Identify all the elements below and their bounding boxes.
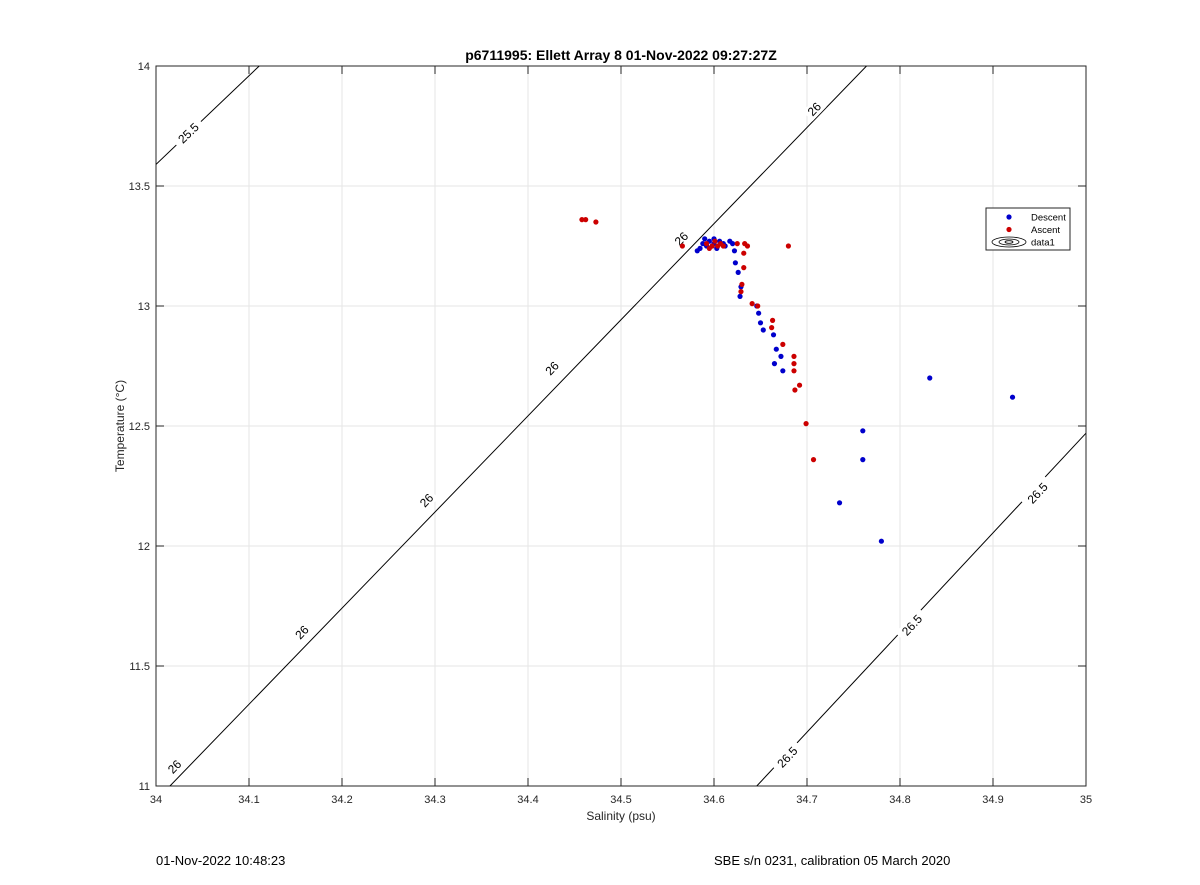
isopycnal-label-bg <box>540 356 565 381</box>
y-tick-label: 11 <box>139 781 150 793</box>
isopycnal-label-bg <box>414 488 439 513</box>
isopycnal-label-bg <box>162 754 187 779</box>
data-point-ascent <box>739 281 745 287</box>
data-point-ascent <box>749 301 755 307</box>
chart-title: p6711995: Ellett Array 8 01-Nov-2022 09:… <box>465 47 777 63</box>
isopycnal-label-bg <box>171 116 206 150</box>
x-tick-label: 34.7 <box>796 794 817 806</box>
data-point-ascent <box>738 289 744 295</box>
data-point-descent <box>771 361 778 367</box>
data-point-descent <box>730 241 736 247</box>
data-point-ascent <box>709 243 715 249</box>
data-point-ascent <box>803 421 809 427</box>
isopycnal-line <box>156 66 260 165</box>
data-point-descent <box>702 236 708 242</box>
isopycnal-label-bg <box>290 620 314 645</box>
data-point-ascent <box>741 250 747 256</box>
data-point-descent <box>836 500 843 506</box>
isopycnal-label-bg <box>895 607 929 643</box>
data-point-descent <box>927 375 933 381</box>
x-axis-label: Salinity (psu) <box>586 809 655 823</box>
data-point-ascent <box>785 243 792 249</box>
x-tick-label: 34.2 <box>331 794 352 806</box>
data-point-descent <box>757 320 764 326</box>
data-point-ascent <box>810 457 817 463</box>
legend-contour-icon <box>991 236 1027 248</box>
data-point-ascent <box>744 243 751 249</box>
data-point-ascent <box>583 217 589 223</box>
footer-timestamp: 01-Nov-2022 10:48:23 <box>156 853 286 868</box>
isopycnal-label-bg <box>1020 475 1055 511</box>
x-tick-label: 34 <box>150 794 162 806</box>
x-tick-label: 35 <box>1080 794 1092 806</box>
x-tick-label: 34.6 <box>703 794 724 806</box>
data-point-ascent <box>791 353 797 359</box>
data-point-ascent <box>741 265 747 271</box>
y-tick-label: 14 <box>138 61 150 73</box>
data-point-descent <box>1009 394 1016 400</box>
y-tick-label: 11.5 <box>129 661 150 673</box>
legend-contour-icon-core <box>1004 240 1014 244</box>
data-point-descent <box>773 346 779 352</box>
data-points <box>579 217 1016 544</box>
isopycnal-label-bg <box>802 97 827 122</box>
x-tick-label: 34.8 <box>889 794 910 806</box>
data-point-ascent <box>769 317 776 323</box>
isopycnal-line <box>169 66 867 786</box>
y-axis-label: Temperature (°C) <box>113 380 127 472</box>
data-point-descent <box>780 368 786 374</box>
legend-marker-ascent <box>1006 226 1012 233</box>
legend-label-ascent: Ascent <box>1031 225 1060 236</box>
data-point-ascent <box>780 341 786 347</box>
data-point-descent <box>694 248 700 254</box>
data-point-ascent <box>720 243 726 249</box>
data-point-descent <box>878 538 885 544</box>
y-tick-label: 13.5 <box>129 181 150 193</box>
data-point-descent <box>770 332 777 338</box>
data-point-descent <box>756 310 762 316</box>
legend-contour-icon-inner <box>998 238 1020 246</box>
data-point-ascent <box>791 361 797 367</box>
data-point-ascent <box>792 387 798 393</box>
data-point-ascent <box>734 241 740 247</box>
data-point-ascent <box>791 368 797 374</box>
data-point-ascent <box>679 243 685 249</box>
isopycnal-label-bg <box>669 226 694 251</box>
data-point-descent <box>760 327 766 333</box>
y-tick-label: 13 <box>138 301 150 313</box>
y-tick-label: 12.5 <box>129 421 150 433</box>
data-point-descent <box>700 241 706 247</box>
legend-label-data1: data1 <box>1031 238 1055 249</box>
x-tick-label: 34.5 <box>610 794 631 806</box>
data-point-descent <box>778 353 784 359</box>
x-tick-label: 34.1 <box>238 794 259 806</box>
data-point-descent <box>860 457 866 463</box>
data-point-ascent <box>703 241 710 247</box>
footer-sensor-info: SBE s/n 0231, calibration 05 March 2020 <box>714 853 951 868</box>
grid-lines <box>155 65 1087 787</box>
data-point-descent <box>737 293 743 299</box>
x-tick-label: 34.9 <box>982 794 1003 806</box>
data-point-ascent <box>579 217 585 223</box>
data-point-descent <box>860 428 866 434</box>
y-tick-label: 12 <box>138 541 150 553</box>
data-point-descent <box>735 269 741 275</box>
data-point-descent <box>732 260 738 266</box>
x-tick-label: 34.4 <box>517 794 538 806</box>
legend-label-descent: Descent <box>1031 213 1066 224</box>
data-point-descent <box>731 248 738 254</box>
data-point-ascent <box>796 382 803 388</box>
data-point-ascent <box>712 238 718 244</box>
legend-marker-descent <box>1006 214 1012 220</box>
data-point-ascent <box>769 325 775 331</box>
data-point-ascent <box>593 219 599 225</box>
isopycnal-label-bg <box>770 739 805 775</box>
x-tick-label: 34.3 <box>424 794 445 806</box>
data-point-ascent <box>755 303 761 309</box>
